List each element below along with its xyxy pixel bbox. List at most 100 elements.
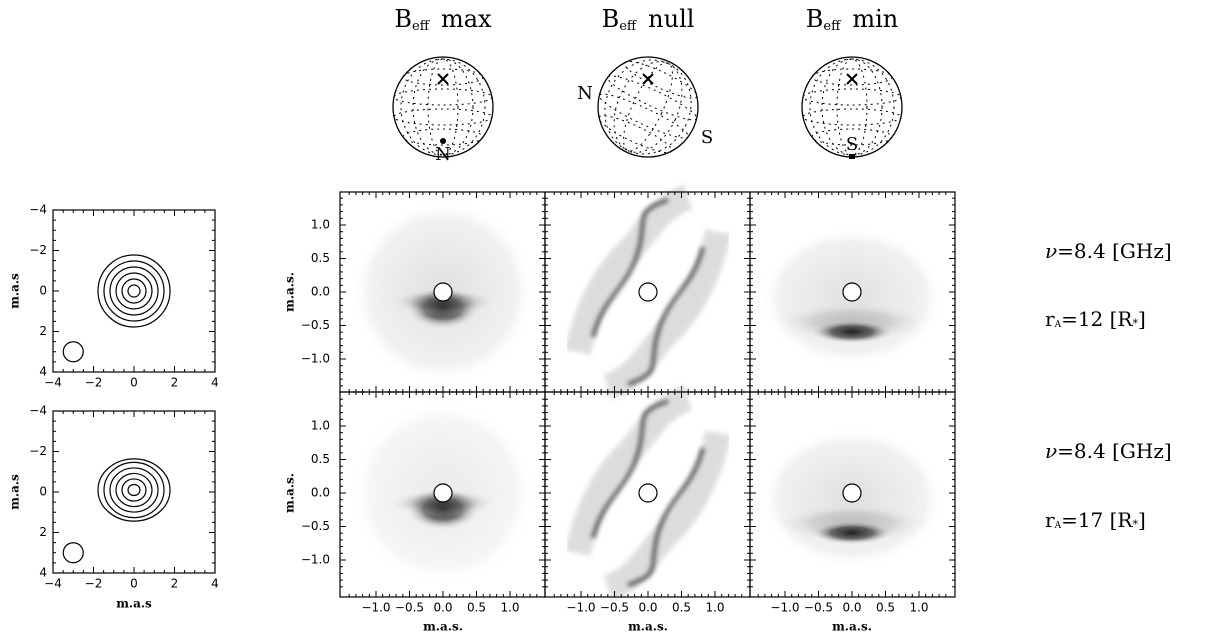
- y-tick-label: 0.5: [311, 452, 330, 466]
- x-tick-label: 0.0: [842, 601, 861, 615]
- prefix: r: [1045, 508, 1055, 532]
- x-tick-label: 0.0: [638, 601, 657, 615]
- contour: [127, 483, 141, 497]
- emission-ridge: [591, 198, 669, 338]
- frequency-annotation: ν=8.4 [GHz]: [1045, 239, 1172, 263]
- y-tick-label: −4: [29, 203, 47, 217]
- radius-annotation: rA=12 [R*]: [1045, 307, 1146, 331]
- panel-frame: [52, 410, 216, 574]
- meridian: [412, 58, 474, 156]
- emission-map: [565, 385, 731, 601]
- y-tick-label: 4: [39, 365, 47, 379]
- y-tick-label: −4: [29, 404, 47, 418]
- pole-dot: [440, 138, 446, 144]
- parallel: [598, 93, 689, 139]
- x-axis-label: m.a.s.: [628, 620, 668, 634]
- observer-mark: [642, 73, 654, 85]
- emission-map: [351, 200, 535, 384]
- y-tick-label: −1.0: [301, 352, 330, 366]
- y-tick-label: 1.0: [311, 419, 330, 433]
- x-tick-label: −0.5: [395, 601, 424, 615]
- text: =8.4 [GHz]: [1057, 239, 1171, 263]
- observer-mark: [437, 73, 449, 85]
- column-title: Beff null: [602, 5, 695, 34]
- y-tick-label: 0.0: [311, 486, 330, 500]
- x-axis-label: m.a.s.: [832, 620, 872, 634]
- panel-frame: [52, 209, 216, 373]
- emission-band: [565, 385, 693, 556]
- x-tick-label: 0.0: [433, 601, 452, 615]
- y-tick-label: 0.5: [311, 251, 330, 265]
- x-tick-label: 0.5: [672, 601, 691, 615]
- star-disk: [638, 282, 658, 302]
- graticule: [598, 59, 698, 155]
- globe-outline: [392, 56, 494, 158]
- x-tick-label: 0: [130, 577, 138, 591]
- subscript: eff: [823, 19, 842, 34]
- prefix: r: [1045, 307, 1055, 331]
- x-tick-label: 0: [130, 376, 138, 390]
- beam: [62, 341, 84, 363]
- emission-map: [760, 428, 944, 568]
- suffix: ]: [1138, 508, 1146, 532]
- parallel: [623, 60, 698, 99]
- gap: [840, 5, 852, 33]
- y-tick-label: −0.5: [301, 519, 330, 533]
- contour: [115, 472, 153, 508]
- text: =12 [R: [1061, 307, 1133, 331]
- contour: [109, 467, 159, 513]
- y-tick-label: −0.5: [301, 318, 330, 332]
- globe-outline: [597, 56, 699, 158]
- x-tick-label: 2: [171, 577, 179, 591]
- meridian: [604, 59, 692, 155]
- x-tick-label: −0.5: [600, 601, 629, 615]
- parallel: [802, 108, 902, 126]
- x-tick-label: 1.0: [909, 601, 928, 615]
- meridian: [623, 62, 673, 152]
- parallel: [393, 88, 493, 106]
- contour: [127, 284, 141, 298]
- y-tick-label: −2: [29, 444, 47, 458]
- x-tick-label: 1.0: [500, 601, 519, 615]
- text: =17 [R: [1061, 508, 1133, 532]
- emission-band: [772, 503, 932, 543]
- pole-dot: [849, 154, 855, 159]
- column-title: Beff max: [394, 5, 492, 34]
- y-tick-label: 1.0: [311, 218, 330, 232]
- contour: [97, 254, 171, 328]
- x-tick-label: −1.0: [770, 601, 799, 615]
- gap: [636, 5, 648, 33]
- parallel: [402, 128, 484, 146]
- frequency-annotation: ν=8.4 [GHz]: [1045, 439, 1172, 463]
- y-tick-label: 0.0: [311, 285, 330, 299]
- subscript: A: [1054, 521, 1062, 531]
- meridian: [836, 58, 868, 156]
- graticule: [393, 58, 493, 156]
- text: =8.4 [GHz]: [1057, 439, 1171, 463]
- unit-subscript: *: [1133, 518, 1139, 531]
- x-tick-label: −1.0: [566, 601, 595, 615]
- beam: [62, 542, 84, 564]
- symbol: ν: [1045, 439, 1057, 463]
- subscript: eff: [619, 19, 638, 34]
- x-tick-label: 4: [211, 577, 219, 591]
- y-tick-label: 4: [39, 566, 47, 580]
- x-tick-label: −1.0: [361, 601, 390, 615]
- star-disk: [842, 483, 862, 503]
- emission-band: [565, 184, 693, 355]
- contour: [115, 272, 153, 310]
- y-tick-label: 0: [39, 284, 47, 298]
- subscript: eff: [412, 19, 431, 34]
- meridian: [613, 61, 683, 153]
- x-tick-label: −2: [85, 376, 103, 390]
- meridian: [400, 58, 486, 156]
- emission-map: [760, 227, 944, 367]
- globe: [392, 56, 494, 158]
- contour: [103, 461, 165, 519]
- radius-annotation: rA=17 [R*]: [1045, 508, 1146, 532]
- emission-map: [351, 401, 535, 585]
- emission-band: [603, 229, 731, 400]
- meridian: [427, 58, 459, 156]
- star-disk: [433, 483, 453, 503]
